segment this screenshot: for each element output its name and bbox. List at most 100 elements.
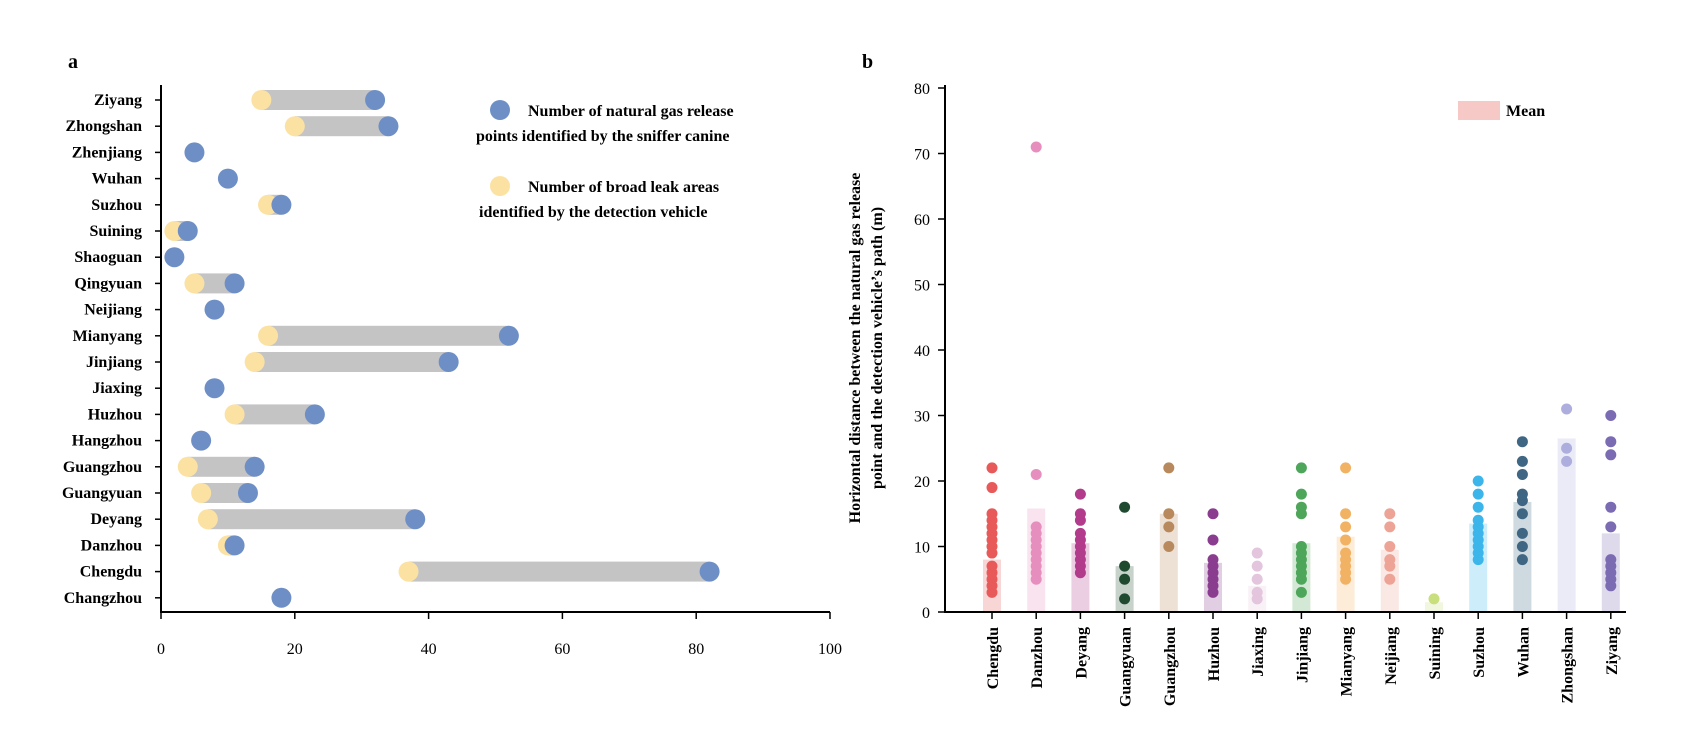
point-zhongshan-1 xyxy=(1561,442,1573,454)
point-deyang-6 xyxy=(1074,527,1086,539)
category-label-mianyang: Mianyang xyxy=(1339,627,1356,696)
connector-guangyuan xyxy=(201,483,248,503)
point-canine-suining xyxy=(177,221,198,241)
point-canine-guangzhou xyxy=(244,456,265,477)
category-label-mianyang: Mianyang xyxy=(73,328,142,345)
point-canine-jinjiang xyxy=(438,352,459,372)
point-canine-jiaxing xyxy=(204,378,225,399)
category-label-ziyang: Ziyang xyxy=(94,92,142,109)
point-canine-wuhan xyxy=(217,168,238,189)
point-vehicle-guangzhou xyxy=(177,456,198,477)
mean-bar-zhongshan xyxy=(1557,438,1576,612)
point-guangzhou-2 xyxy=(1163,508,1175,520)
category-label-deyang: Deyang xyxy=(1073,627,1090,679)
point-danzhou-9 xyxy=(1030,468,1042,480)
point-guangzhou-0 xyxy=(1163,541,1175,552)
connector-chengdu xyxy=(408,561,710,582)
x-tick-label-100: 100 xyxy=(818,641,842,658)
y-tick-label-80: 80 xyxy=(914,81,930,98)
point-vehicle-jinjiang xyxy=(244,352,265,372)
connector-jinjiang xyxy=(254,352,449,372)
category-label-zhongshan: Zhongshan xyxy=(1560,627,1577,704)
connector-guangzhou xyxy=(187,456,255,477)
point-jiaxing-3 xyxy=(1251,560,1263,572)
point-canine-hangzhou xyxy=(191,430,212,451)
category-label-deyang: Deyang xyxy=(90,511,142,528)
panel-b-y-axis-title-line1: Horizontal distance between the natural … xyxy=(847,173,864,524)
category-label-chengdu: Chengdu xyxy=(985,627,1002,689)
panel-b-y-ticks: 0 10 20 30 40 50 60 70 80 xyxy=(914,81,945,622)
point-suzhou-7 xyxy=(1472,501,1484,513)
point-guangyuan-2 xyxy=(1119,560,1131,572)
point-ziyang-8 xyxy=(1605,436,1617,448)
category-label-neijiang: Neijiang xyxy=(84,302,142,319)
point-neijiang-4 xyxy=(1384,521,1396,533)
point-deyang-8 xyxy=(1074,508,1086,520)
y-tick-label-70: 70 xyxy=(914,147,930,164)
point-neijiang-2 xyxy=(1384,554,1396,566)
y-tick-label-50: 50 xyxy=(914,278,930,295)
point-danzhou-8 xyxy=(1030,521,1042,533)
category-label-guangyuan: Guangyuan xyxy=(62,485,142,502)
category-label-danzhou: Danzhou xyxy=(81,537,142,554)
point-neijiang-0 xyxy=(1384,573,1396,585)
point-deyang-9 xyxy=(1074,488,1086,500)
point-mianyang-8 xyxy=(1340,462,1352,474)
point-canine-deyang xyxy=(405,509,426,530)
panel-b-x-ticks: Chengdu Danzhou Deyang Guangyuan Guangzhou Hu… xyxy=(985,612,1621,707)
point-canine-zhongshan xyxy=(378,116,399,137)
point-jinjiang-6 xyxy=(1295,541,1307,552)
point-chengdu-12 xyxy=(986,482,998,494)
point-canine-shaoguan xyxy=(164,247,185,268)
point-canine-qingyuan xyxy=(224,273,245,294)
category-label-suzhou: Suzhou xyxy=(1471,627,1488,678)
connector-mianyang xyxy=(268,325,509,346)
category-label-ziyang: Ziyang xyxy=(1604,627,1621,675)
point-wuhan-2 xyxy=(1516,527,1528,539)
point-mianyang-4 xyxy=(1340,547,1352,559)
point-canine-danzhou xyxy=(224,535,245,556)
point-canine-zhenjiang xyxy=(184,142,205,163)
panel-b-strip-bar-chart: b 0 10 20 30 40 50 60 70 80 Chengdu Danzhou Deyang… xyxy=(847,51,1626,707)
y-tick-label-10: 10 xyxy=(914,540,930,557)
category-label-danzhou: Danzhou xyxy=(1029,627,1046,688)
point-zhongshan-0 xyxy=(1561,455,1573,467)
mean-bar-guangzhou xyxy=(1159,513,1178,612)
point-ziyang-4 xyxy=(1605,554,1617,566)
legend-label-sniffer-canine-line2: points identified by the sniffer canine xyxy=(476,128,730,145)
category-label-guangzhou: Guangzhou xyxy=(63,459,142,476)
point-ziyang-6 xyxy=(1605,501,1617,513)
point-suzhou-9 xyxy=(1472,475,1484,487)
point-jinjiang-0 xyxy=(1295,586,1307,598)
category-label-guangzhou: Guangzhou xyxy=(1162,627,1179,706)
point-vehicle-deyang xyxy=(197,509,218,530)
point-wuhan-5 xyxy=(1516,488,1528,500)
category-label-jinjiang: Jinjiang xyxy=(86,354,142,371)
point-neijiang-5 xyxy=(1384,508,1396,520)
point-vehicle-mianyang xyxy=(258,325,279,346)
connector-ziyang xyxy=(261,90,376,110)
category-label-suzhou: Suzhou xyxy=(91,197,142,214)
point-vehicle-huzhou xyxy=(224,404,245,425)
category-label-neijiang: Neijiang xyxy=(1383,627,1400,685)
point-mianyang-6 xyxy=(1340,521,1352,533)
legend-label-detection-vehicle-line1: Number of broad leak areas xyxy=(528,179,719,196)
panel-b-points xyxy=(986,141,1617,605)
category-label-qingyuan: Qingyuan xyxy=(74,275,142,292)
legend-label-sniffer-canine-line1: Number of natural gas release xyxy=(528,103,734,120)
point-wuhan-8 xyxy=(1516,436,1528,448)
category-label-zhenjiang: Zhenjiang xyxy=(72,144,142,161)
mean-bar-suining xyxy=(1425,602,1443,612)
point-jinjiang-9 xyxy=(1295,488,1307,500)
point-canine-suzhou xyxy=(271,194,292,215)
panel-a-letter: a xyxy=(68,51,78,73)
point-huzhou-5 xyxy=(1207,554,1219,566)
category-label-guangyuan: Guangyuan xyxy=(1118,627,1135,707)
point-guangzhou-3 xyxy=(1163,462,1175,474)
point-chengdu-13 xyxy=(986,462,998,474)
x-tick-label-40: 40 xyxy=(421,641,437,658)
category-label-jinjiang: Jinjiang xyxy=(1294,627,1311,683)
category-label-wuhan: Wuhan xyxy=(1515,627,1532,678)
legend-label-mean: Mean xyxy=(1506,103,1545,120)
point-jiaxing-1 xyxy=(1251,586,1263,598)
